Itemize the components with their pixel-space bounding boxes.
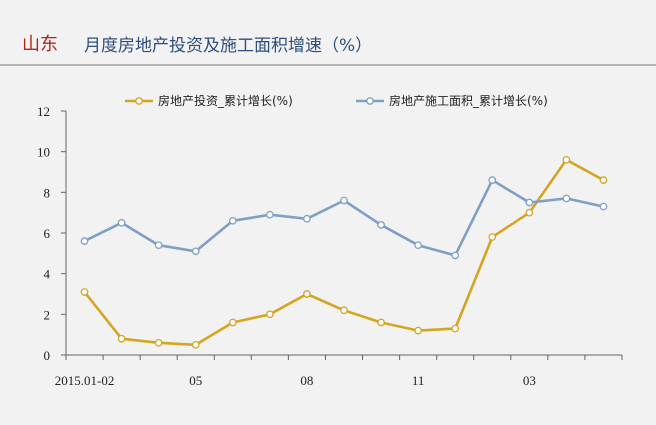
data-point-1	[117, 218, 126, 227]
data-point-1	[599, 202, 608, 211]
legend: 房地产投资_累计增长(%) 房地产施工面积_累计增长(%)	[125, 93, 548, 108]
data-point-0	[228, 318, 237, 327]
data-point-0	[562, 155, 571, 164]
legend-marker-investment	[135, 97, 143, 105]
data-point-0	[488, 233, 497, 241]
y-tick-label: 4	[44, 267, 51, 282]
data-point-0	[451, 324, 460, 333]
data-point-1	[377, 221, 385, 229]
y-tick-label: 12	[37, 104, 50, 119]
x-tick-label: 11	[412, 373, 425, 388]
data-point-1	[414, 241, 422, 250]
data-point-1	[340, 196, 348, 205]
data-point-0	[525, 208, 534, 217]
data-point-0	[154, 338, 163, 347]
region-label: 山东	[22, 34, 58, 55]
data-point-0	[377, 318, 385, 327]
data-point-0	[414, 326, 422, 335]
x-tick-label: 08	[300, 373, 313, 388]
data-point-1	[451, 251, 460, 260]
data-point-0	[117, 334, 126, 343]
x-tick-label: 2015.01-02	[55, 373, 115, 388]
header-divider	[0, 64, 656, 66]
data-point-1	[191, 247, 200, 256]
data-point-0	[303, 290, 311, 298]
data-point-0	[599, 176, 608, 184]
data-point-0	[340, 306, 348, 315]
data-point-1	[228, 216, 237, 225]
data-point-1	[266, 210, 274, 219]
data-point-1	[488, 176, 497, 184]
x-tick-label: 03	[523, 373, 536, 388]
data-point-1	[562, 194, 571, 203]
y-tick-label: 8	[44, 185, 51, 200]
data-point-1	[303, 214, 311, 223]
data-point-1	[154, 241, 163, 250]
y-tick-label: 6	[44, 226, 51, 241]
chart-title: 月度房地产投资及施工面积增速（%）	[84, 36, 373, 56]
series-line-0	[83, 158, 605, 347]
chart-header: 山东 月度房地产投资及施工面积增速（%）	[0, 0, 656, 62]
y-tick-label: 10	[37, 145, 50, 160]
y-tick-label: 2	[44, 307, 51, 322]
data-point-1	[525, 198, 534, 207]
y-tick-label: 0	[44, 348, 51, 363]
data-point-0	[266, 310, 274, 319]
data-point-0	[80, 288, 89, 296]
data-point-0	[191, 340, 200, 349]
x-tick-label: 05	[189, 373, 202, 388]
data-point-1	[80, 237, 89, 245]
legend-label-investment: 房地产投资_累计增长(%)	[158, 93, 293, 108]
legend-label-construction: 房地产施工面积_累计增长(%)	[389, 93, 548, 108]
legend-marker-construction	[366, 97, 374, 105]
